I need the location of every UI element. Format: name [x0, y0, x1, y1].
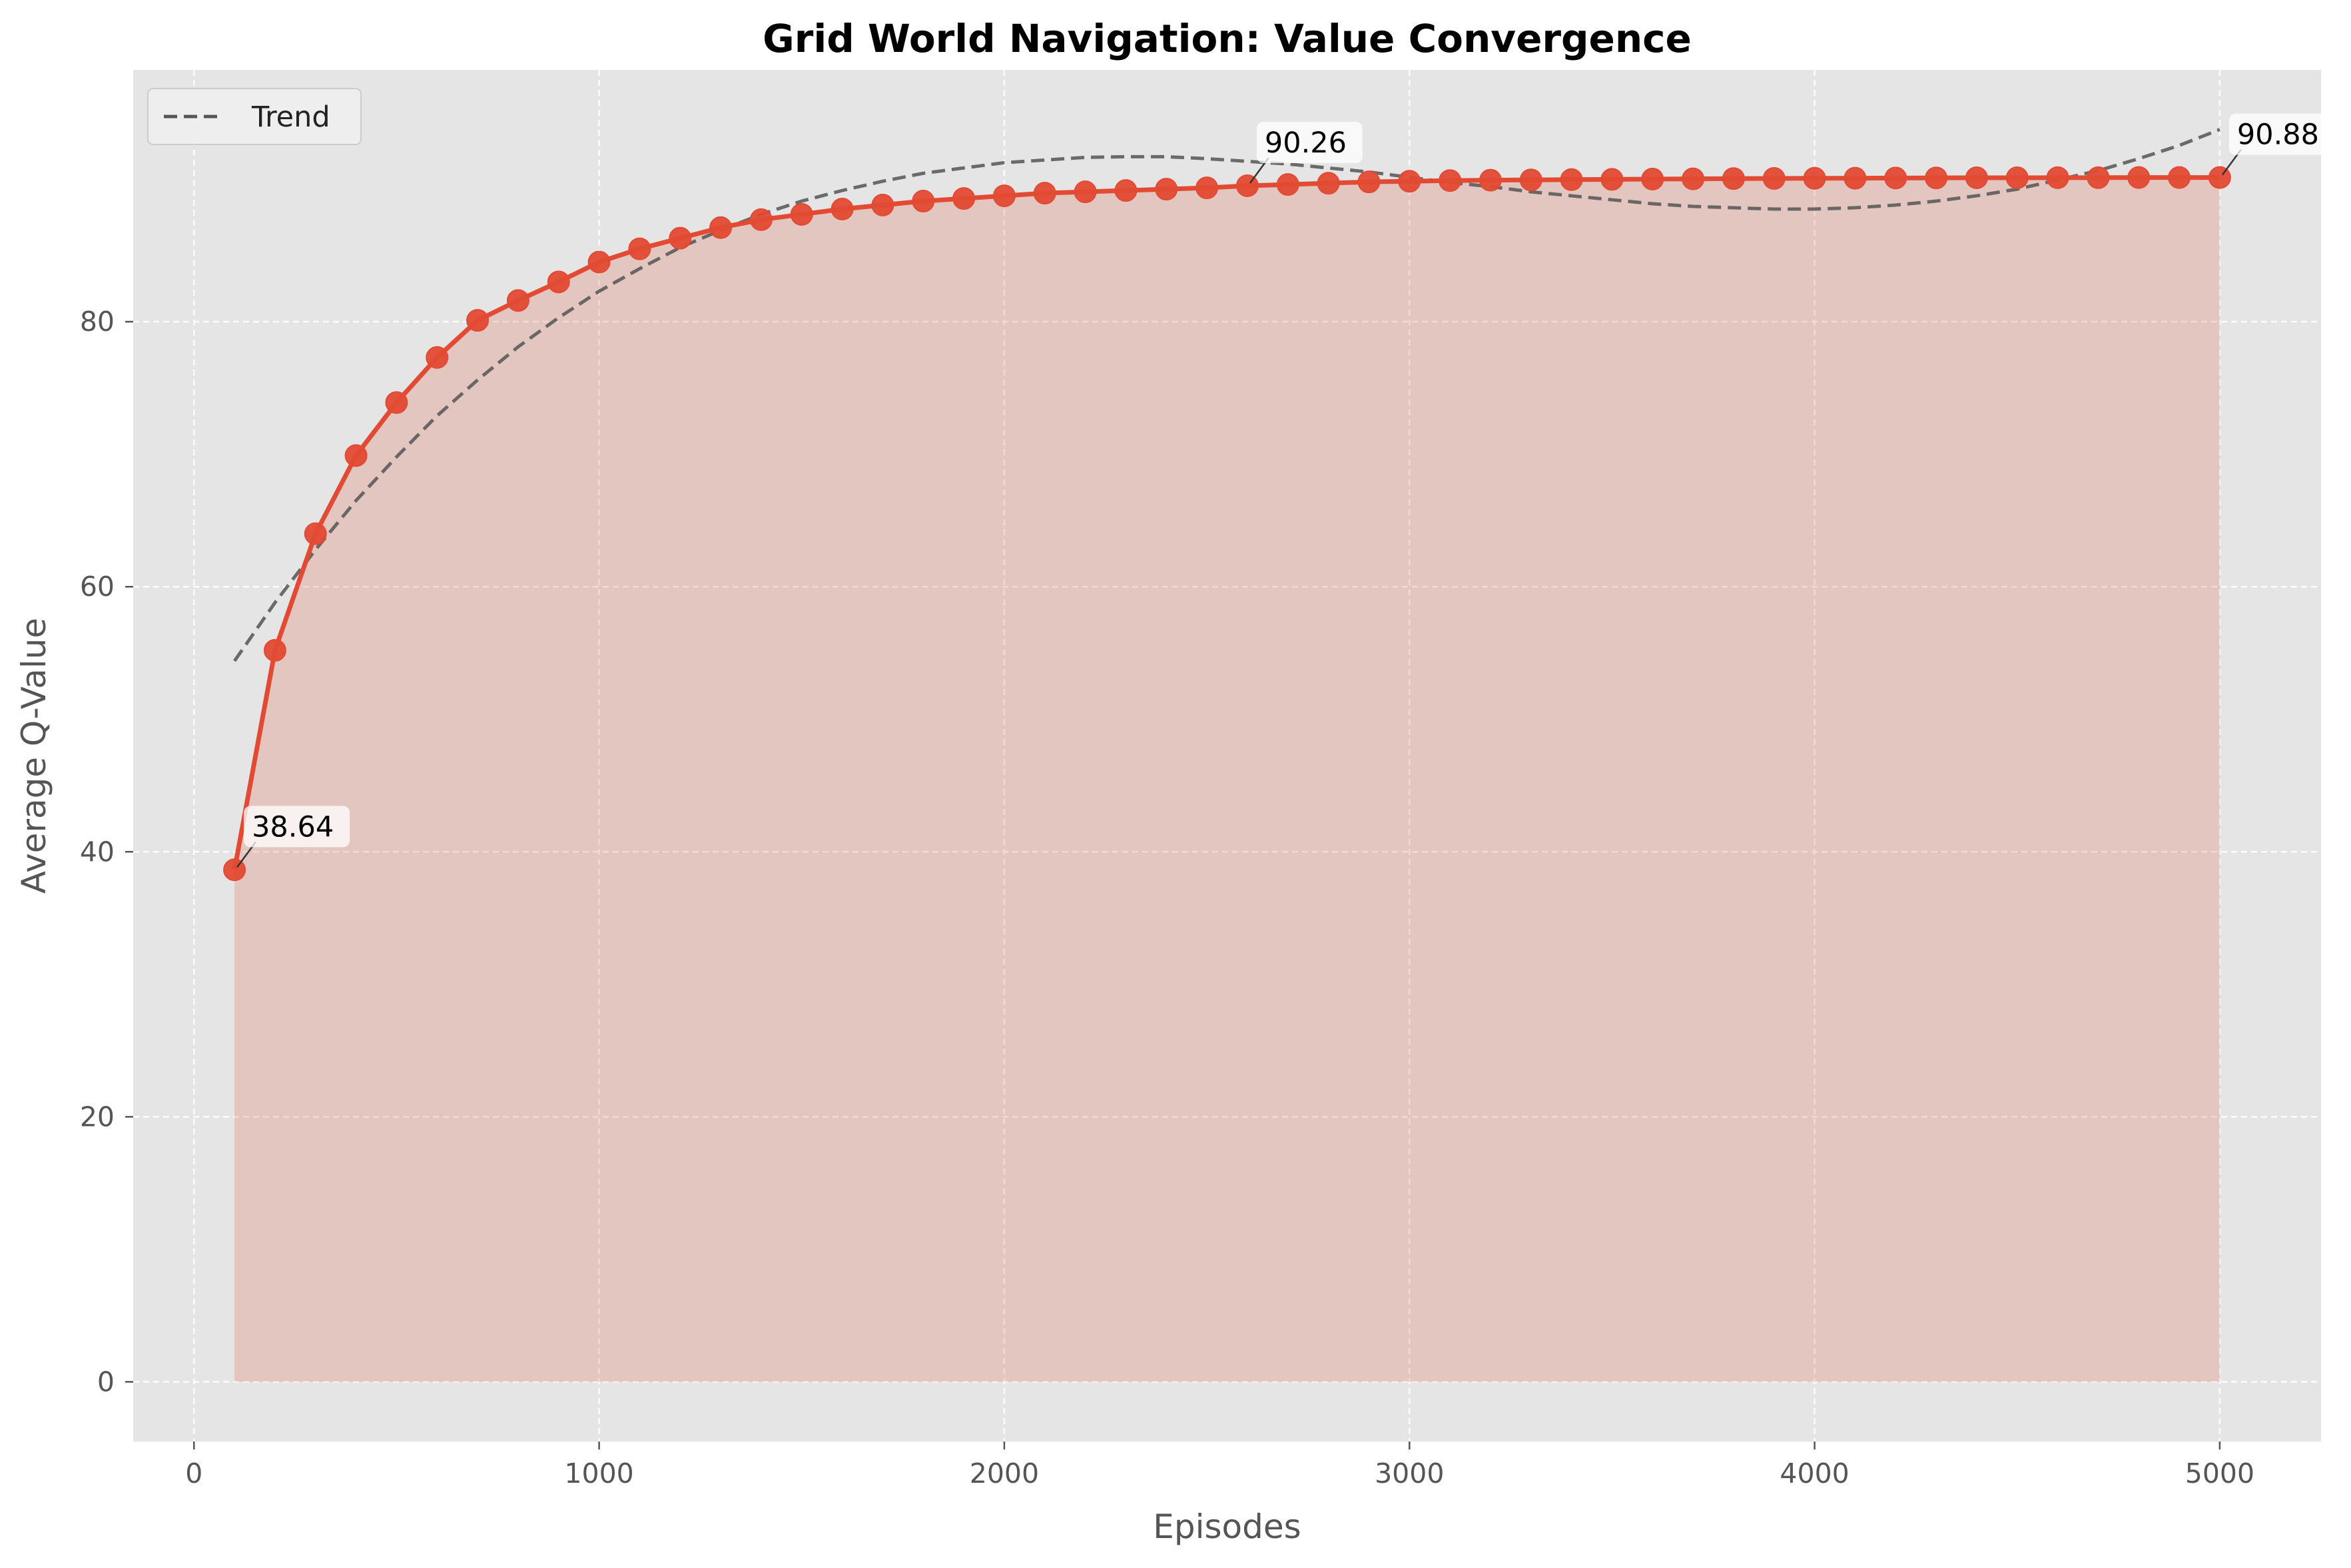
- data-point: [1519, 168, 1542, 192]
- data-point: [669, 226, 692, 250]
- annotation-label: 90.88: [2237, 119, 2319, 152]
- data-point: [831, 197, 854, 220]
- data-point: [506, 289, 529, 312]
- annotation-box: [1256, 121, 1363, 163]
- data-point: [1925, 166, 1948, 190]
- data-point: [223, 858, 246, 882]
- data-point: [1074, 180, 1097, 204]
- annotation: 38.64: [236, 806, 350, 868]
- data-point: [1276, 173, 1299, 196]
- data-point: [466, 309, 490, 332]
- annotation: 90.26: [1249, 121, 1363, 184]
- grid-lines: [133, 70, 2321, 1441]
- data-point: [1195, 176, 1219, 200]
- data-point: [992, 184, 1016, 208]
- area-fill-layer: [234, 177, 2220, 1382]
- data-point: [1317, 172, 1340, 195]
- data-point: [2005, 166, 2029, 190]
- data-point: [1641, 168, 1664, 191]
- annotation-box: [2228, 113, 2335, 155]
- data-point: [1600, 168, 1624, 191]
- x-tick-label: 3000: [1375, 1457, 1444, 1489]
- data-point: [304, 522, 327, 545]
- data-point: [547, 270, 570, 294]
- data-point: [587, 250, 611, 274]
- x-tick-label: 0: [185, 1457, 202, 1489]
- data-point: [1803, 166, 1826, 190]
- x-tick-label: 5000: [2185, 1457, 2254, 1489]
- data-point: [628, 237, 651, 260]
- y-tick-label: 80: [80, 306, 115, 338]
- x-tick-label: 4000: [1780, 1457, 1849, 1489]
- y-axis-label: Average Q-Value: [15, 618, 53, 894]
- data-point: [426, 346, 449, 369]
- data-point: [1762, 167, 1786, 190]
- y-tick-label: 20: [80, 1101, 115, 1133]
- data-point: [2046, 166, 2069, 189]
- data-point: [2208, 166, 2231, 189]
- chart-title: Grid World Navigation: Value Convergence: [763, 16, 1692, 61]
- y-tick-label: 60: [80, 571, 115, 603]
- tick-labels: 0 1000 2000 3000 4000 5000 0 20 40 60 80: [80, 306, 2254, 1489]
- annotation-box: [244, 806, 350, 848]
- data-point: [1114, 179, 1138, 202]
- data-point: [1398, 170, 1421, 193]
- annotation-label: 38.64: [252, 810, 334, 844]
- data-point: [1560, 168, 1583, 191]
- data-point: [1682, 167, 1705, 190]
- annotation-label: 90.26: [1265, 127, 1347, 160]
- data-point: [2168, 166, 2191, 189]
- legend-entry-trend: Trend: [251, 101, 330, 134]
- data-point: [344, 444, 368, 467]
- y-tick-label: 40: [80, 836, 115, 868]
- data-point: [385, 391, 408, 414]
- data-point: [1884, 166, 1907, 190]
- data-point: [952, 187, 976, 210]
- data-point: [709, 216, 733, 239]
- data-point: [1722, 167, 1745, 190]
- data-point: [1235, 174, 1259, 197]
- data-point: [1479, 168, 1502, 192]
- x-tick-label: 2000: [970, 1457, 1039, 1489]
- area-fill: [234, 177, 2220, 1382]
- data-point: [1033, 182, 1056, 205]
- data-point: [871, 194, 894, 217]
- data-point: [2087, 166, 2110, 189]
- trend-layer: [233, 128, 2220, 662]
- data-point: [1357, 170, 1381, 194]
- plot-area: [133, 70, 2321, 1441]
- data-point: [1965, 166, 1988, 190]
- data-point: [912, 190, 935, 213]
- y-tick-label: 0: [97, 1366, 115, 1398]
- trend-line: [233, 128, 2220, 662]
- data-point: [1439, 169, 1462, 192]
- annotation: 90.88: [2221, 113, 2335, 176]
- legend-frame: [147, 88, 362, 145]
- data-point: [749, 208, 773, 231]
- annotation-layer: 38.64 90.26 90.88: [236, 113, 2335, 868]
- x-axis-label: Episodes: [1153, 1507, 1301, 1546]
- data-point: [263, 639, 286, 662]
- x-tick-label: 1000: [564, 1457, 633, 1489]
- legend: Trend: [147, 88, 362, 145]
- data-point: [1155, 178, 1178, 201]
- series-layer: [223, 166, 2231, 882]
- data-point: [2127, 166, 2151, 189]
- data-point: [1844, 166, 1867, 190]
- data-point: [790, 202, 813, 226]
